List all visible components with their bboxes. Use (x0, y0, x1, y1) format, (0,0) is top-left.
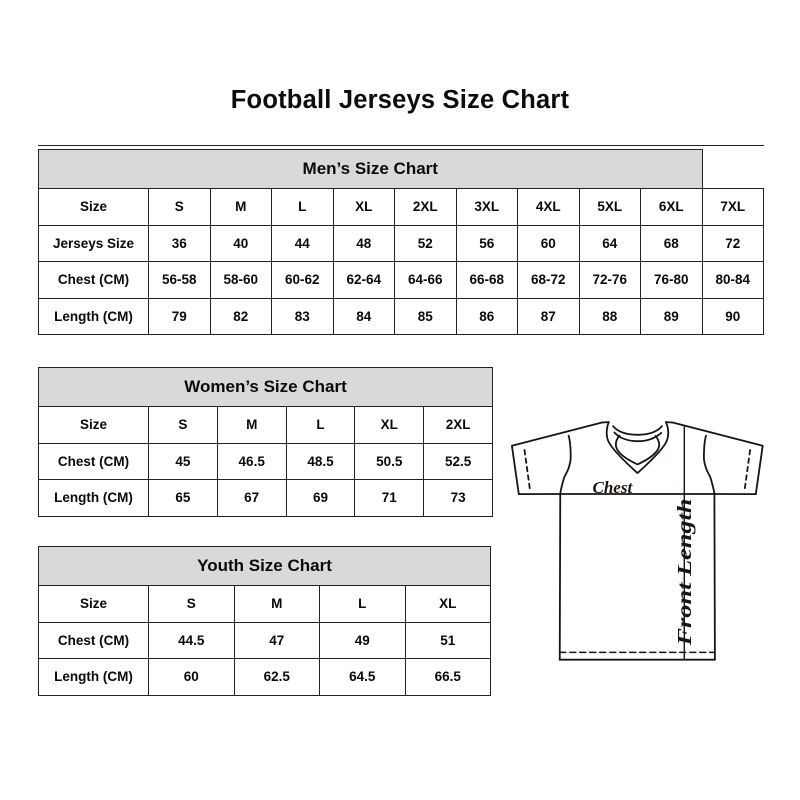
svg-text:Chest: Chest (593, 478, 634, 497)
svg-text:Front Length: Front Length (675, 499, 696, 647)
